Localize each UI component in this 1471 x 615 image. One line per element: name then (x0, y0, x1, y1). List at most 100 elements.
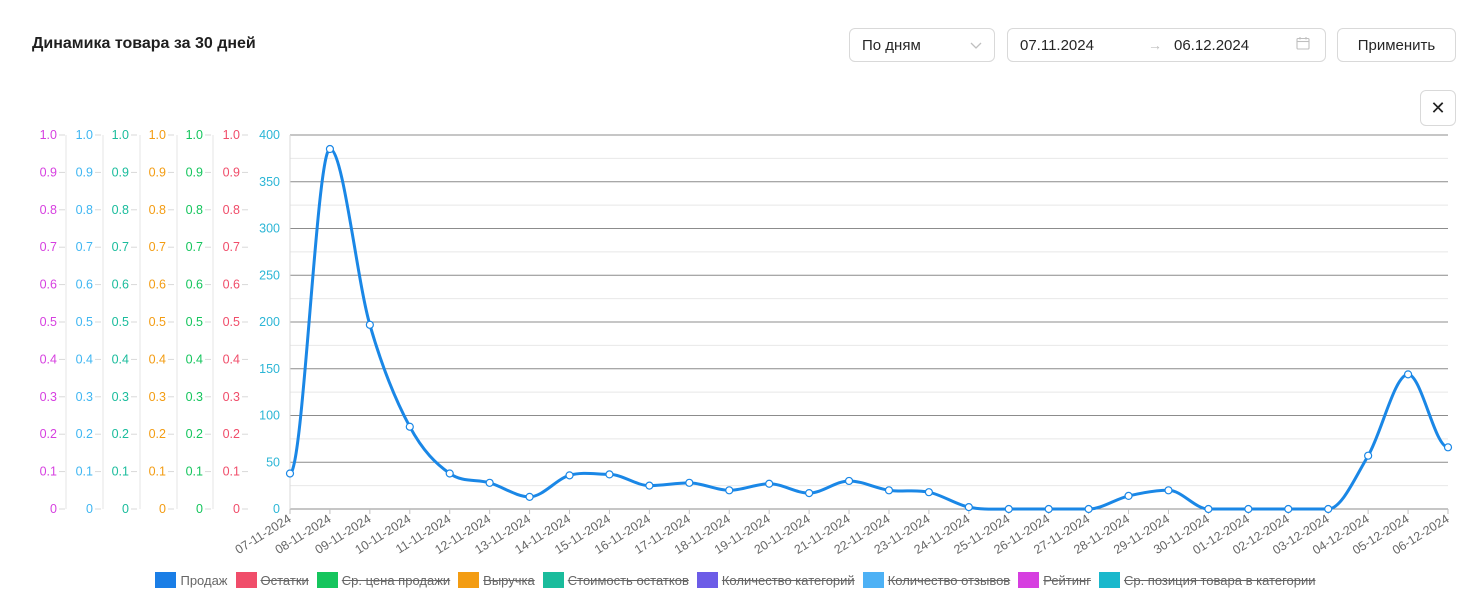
secondary-tick-label: 0.8 (186, 203, 203, 217)
data-point (725, 486, 734, 495)
secondary-tick-label: 0.3 (149, 390, 166, 404)
data-point (285, 469, 295, 478)
secondary-tick-label: 1.0 (186, 128, 203, 142)
legend-item[interactable]: Количество отзывов (862, 572, 1011, 588)
secondary-tick-label: 0.6 (40, 278, 57, 292)
legend-item[interactable]: Остатки (235, 572, 309, 588)
data-point (1284, 504, 1293, 514)
secondary-tick-label: 0.9 (186, 165, 203, 179)
secondary-tick-label: 0 (86, 502, 93, 516)
date-range-picker[interactable]: 07.11.2024 → 06.12.2024 (1007, 28, 1326, 62)
legend-item[interactable]: Рейтинг (1018, 572, 1091, 588)
data-point (844, 476, 854, 486)
legend-label: Количество отзывов (887, 572, 1011, 588)
legend-label: Рейтинг (1043, 572, 1091, 588)
secondary-tick-label: 0.3 (186, 390, 203, 404)
secondary-tick-label: 0.6 (149, 278, 166, 292)
y-tick-label: 150 (259, 362, 280, 376)
calendar-icon[interactable] (1296, 36, 1310, 54)
data-point (1364, 451, 1373, 460)
secondary-tick-label: 0.8 (149, 203, 166, 217)
data-point (685, 478, 694, 487)
secondary-tick-label: 0.1 (76, 465, 93, 479)
date-from-input[interactable]: 07.11.2024 (1020, 36, 1094, 54)
secondary-tick-label: 0.7 (186, 240, 203, 254)
secondary-tick-label: 0 (50, 502, 57, 516)
data-point (1204, 504, 1213, 514)
data-point (884, 486, 894, 495)
secondary-tick-label: 1.0 (40, 128, 57, 142)
chart-grid (290, 134, 1448, 510)
y-tick-label: 300 (259, 222, 280, 236)
legend-item[interactable]: Выручка (458, 572, 535, 588)
secondary-tick-label: 0.3 (40, 390, 57, 404)
secondary-tick-label: 0.4 (76, 352, 93, 366)
data-point (1403, 370, 1413, 379)
y-tick-label: 100 (259, 409, 280, 423)
series-line (288, 147, 1449, 511)
y-tick-label: 400 (259, 128, 280, 142)
data-point (1124, 491, 1133, 501)
legend-item[interactable]: Стоимость остатков (542, 572, 689, 588)
secondary-tick-label: 0.8 (76, 203, 93, 217)
legend-item[interactable]: Ср. позиция товара в категории (1098, 572, 1316, 588)
period-select[interactable]: По дням (849, 28, 995, 62)
apply-button[interactable]: Применить (1337, 28, 1456, 62)
data-point (565, 471, 574, 480)
legend-label: Ср. позиция товара в категории (1123, 572, 1316, 588)
data-point (1044, 504, 1053, 514)
secondary-tick-label: 0.6 (76, 278, 93, 292)
data-point (325, 144, 335, 154)
legend-label: Стоимость остатков (567, 572, 689, 588)
secondary-tick-label: 0.1 (223, 465, 240, 479)
secondary-tick-label: 0.6 (223, 278, 240, 292)
secondary-tick-label: 0.9 (76, 165, 93, 179)
data-point (405, 422, 414, 431)
close-button[interactable]: ✕ (1420, 90, 1456, 126)
data-point (365, 320, 374, 329)
secondary-tick-label: 1.0 (149, 128, 166, 142)
secondary-tick-label: 0.3 (112, 390, 129, 404)
secondary-tick-label: 0.6 (186, 278, 203, 292)
page-title: Динамика товара за 30 дней (32, 35, 256, 52)
legend-swatch (458, 572, 480, 588)
close-icon: ✕ (1430, 97, 1446, 118)
secondary-tick-label: 0.8 (223, 203, 240, 217)
secondary-tick-label: 1.0 (112, 128, 129, 142)
secondary-tick-label: 0.8 (112, 203, 129, 217)
x-axis: 07-11-202408-11-202409-11-202410-11-2024… (233, 509, 1452, 557)
primary-y-axis: 0 50 100 150 200 250 300 350 400 (259, 128, 291, 516)
secondary-tick-label: 0.3 (76, 390, 93, 404)
data-point (605, 470, 614, 479)
y-tick-label: 200 (259, 315, 280, 329)
secondary-tick-label: 0.4 (223, 352, 240, 366)
secondary-tick-label: 1.0 (223, 128, 240, 142)
secondary-tick-label: 0.4 (40, 352, 57, 366)
data-point (1443, 443, 1453, 452)
secondary-tick-label: 0.7 (76, 240, 93, 254)
legend-item[interactable]: Количество категорий (696, 572, 855, 588)
secondary-axes: 0 0.1 0.2 0.3 0.4 0.5 0.6 0.7 0.8 0.9 1.0 0 0.1 0.2 0.… (40, 128, 248, 516)
legend-swatch (155, 572, 177, 588)
data-point (645, 481, 654, 490)
legend-swatch (1098, 572, 1120, 588)
legend-item[interactable]: Продаж (155, 572, 228, 588)
secondary-tick-label: 0.2 (112, 427, 129, 441)
secondary-tick-label: 0.4 (149, 352, 166, 366)
secondary-tick-label: 0.2 (40, 427, 57, 441)
secondary-tick-label: 0.1 (149, 465, 166, 479)
data-point (1244, 504, 1253, 514)
legend-swatch (1018, 572, 1040, 588)
secondary-tick-label: 0.5 (40, 315, 57, 329)
secondary-tick-label: 0.9 (40, 165, 57, 179)
secondary-tick-label: 0.2 (149, 427, 166, 441)
secondary-tick-label: 0.5 (112, 315, 129, 329)
date-to-input[interactable]: 06.12.2024 (1174, 36, 1250, 54)
secondary-tick-label: 0.2 (223, 427, 240, 441)
data-point (525, 492, 534, 501)
legend-item[interactable]: Ср. цена продажи (316, 572, 450, 588)
data-point (1004, 504, 1013, 514)
data-point (964, 503, 973, 512)
legend-label: Остатки (260, 572, 309, 588)
y-tick-label: 0 (273, 502, 280, 516)
